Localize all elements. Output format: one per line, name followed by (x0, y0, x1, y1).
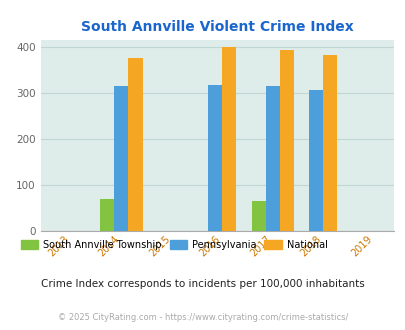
Bar (279, 50, 293, 231)
Bar (100, 199, 114, 231)
Text: Crime Index corresponds to incidents per 100,000 inhabitants: Crime Index corresponds to incidents per… (41, 279, 364, 289)
Legend: South Annville Township, Pennsylvania, National: South Annville Township, Pennsylvania, N… (17, 236, 330, 254)
Bar (114, 86, 128, 231)
Text: © 2025 CityRating.com - https://www.cityrating.com/crime-statistics/: © 2025 CityRating.com - https://www.city… (58, 313, 347, 322)
Bar (251, 201, 265, 231)
Title: South Annville Violent Crime Index: South Annville Violent Crime Index (81, 20, 353, 34)
Bar (128, 58, 142, 231)
Bar (208, 85, 222, 231)
Bar (308, 90, 322, 231)
Bar (265, 86, 279, 231)
Bar (322, 55, 337, 231)
Bar (222, 48, 236, 231)
